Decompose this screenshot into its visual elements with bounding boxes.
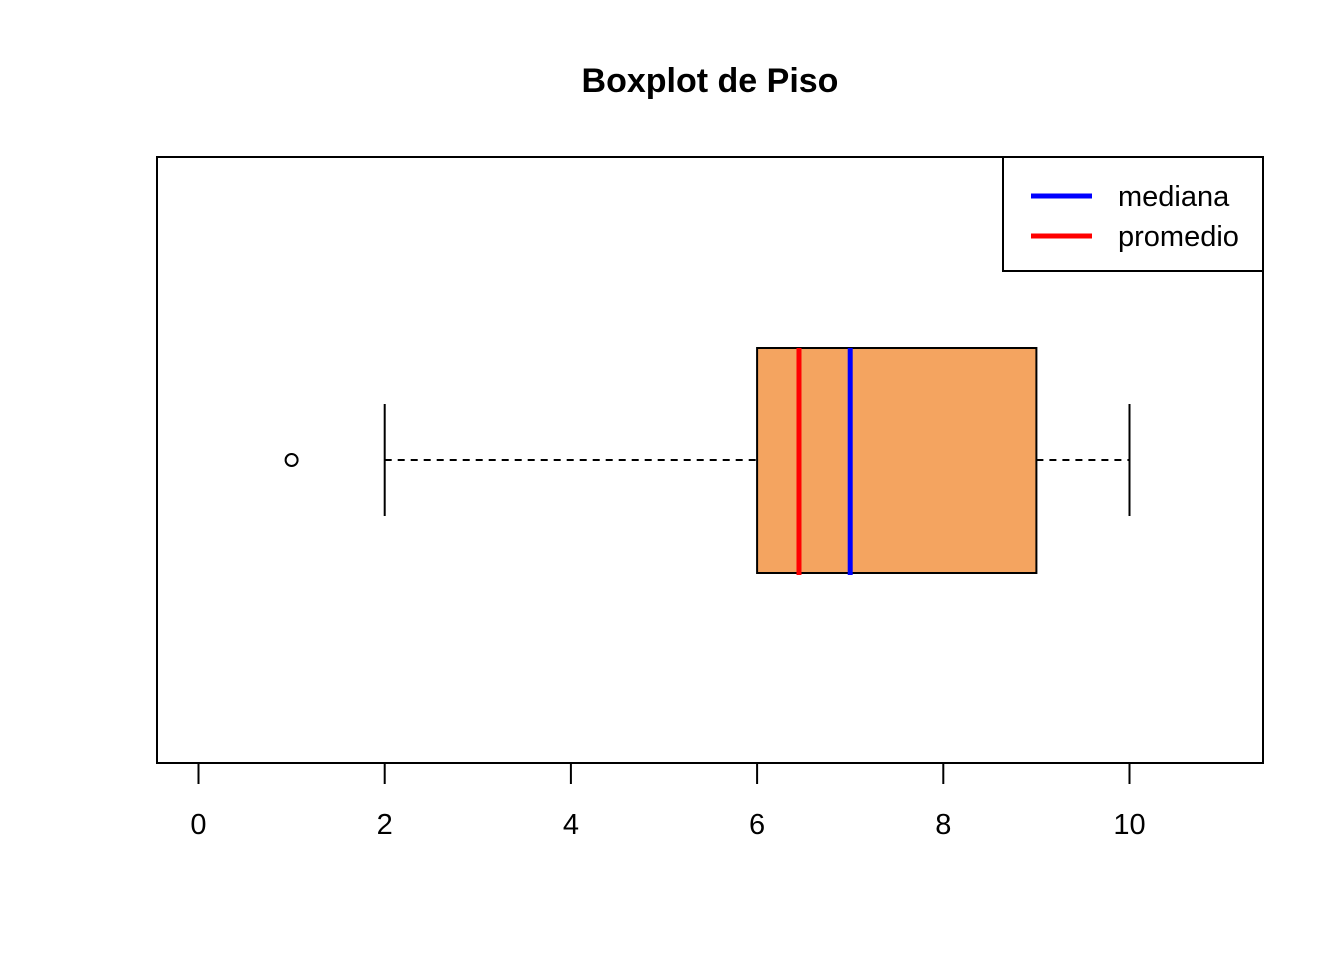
x-tick-label: 6 bbox=[749, 809, 765, 841]
box-plot bbox=[284, 347, 1131, 575]
legend-box bbox=[1002, 156, 1264, 272]
outlier-point bbox=[284, 453, 299, 467]
legend-label: mediana bbox=[1118, 181, 1230, 213]
x-tick-label: 0 bbox=[190, 809, 206, 841]
chart-title: Boxplot de Piso bbox=[582, 62, 839, 100]
legend-label: promedio bbox=[1118, 221, 1239, 253]
x-tick-label: 8 bbox=[935, 809, 951, 841]
x-tick-label: 4 bbox=[563, 809, 579, 841]
legend: mediana promedio bbox=[1002, 156, 1264, 272]
iqr-box bbox=[756, 347, 1038, 574]
x-tick-label: 2 bbox=[377, 809, 393, 841]
x-tick-label: 10 bbox=[1113, 809, 1145, 841]
x-axis: 0 2 4 6 8 10 bbox=[190, 762, 1146, 841]
